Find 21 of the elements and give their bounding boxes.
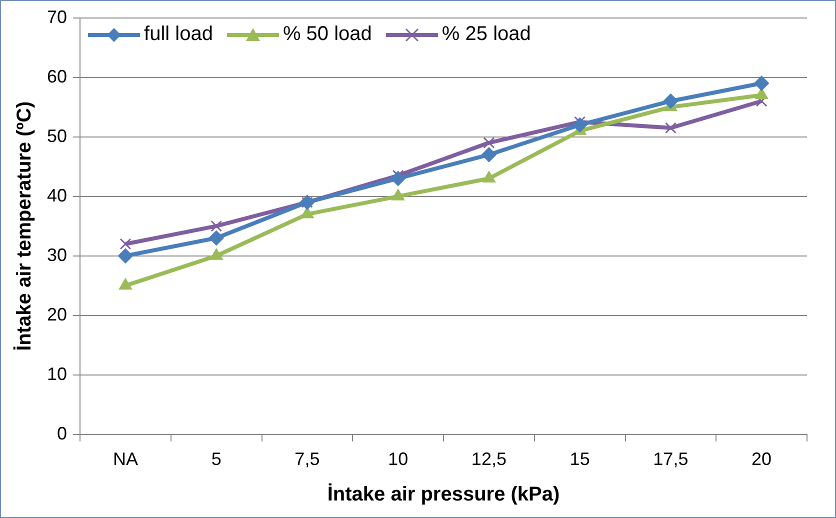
y-tick-label: 70 [46,6,68,27]
y-tick-label: 60 [46,66,68,86]
legend-label: full load [144,23,213,46]
y-tick-label: 20 [46,304,68,324]
y-tick-label: 40 [46,185,68,206]
y-tick-label: 0 [57,423,68,444]
x-tick-label: 15 [570,449,590,470]
x-tick-label: 12,5 [471,449,506,470]
legend-label: % 25 load [442,23,531,46]
x-tick-label: 5 [211,449,222,470]
y-tick-label: 50 [46,126,68,146]
y-tick-label: 30 [46,244,68,265]
x-tick-label: 10 [388,449,408,470]
y-tick-label: 10 [46,364,68,384]
y-axis-title: İntake air temperature (ºC) [12,101,36,351]
x-tick-label: 17,5 [653,449,688,470]
x-tick-label: 20 [752,449,772,470]
legend-label: % 50 load [282,23,372,46]
x-tick-label: NA [112,449,138,470]
x-tick-label: 7,5 [294,449,320,470]
x-axis-title: İntake air pressure (kPa) [327,482,560,506]
